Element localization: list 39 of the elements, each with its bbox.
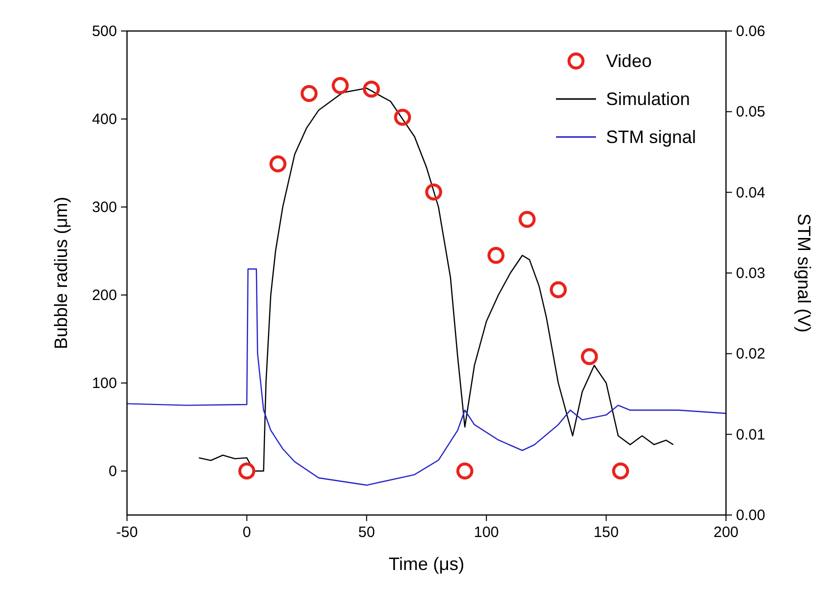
y-tick-label: 0	[108, 463, 117, 480]
point	[487, 246, 504, 264]
point	[550, 281, 567, 298]
x-tick-label: 0	[242, 524, 251, 541]
point	[425, 184, 442, 201]
y2-axis-title: STM signal (V)	[794, 213, 814, 333]
point	[332, 77, 349, 94]
y-tick-label: 200	[92, 287, 117, 304]
legend-label: Simulation	[606, 89, 690, 109]
y-tick-label: 500	[92, 23, 117, 40]
x-tick-label: 100	[474, 524, 499, 541]
legend-label: Video	[606, 51, 652, 71]
x-tick-label: 50	[358, 524, 375, 541]
y2-tick-label: 0.01	[736, 426, 766, 444]
y2-tick-label: 0.05	[736, 104, 766, 121]
y2-tick-label: 0.04	[736, 184, 766, 202]
point	[612, 462, 630, 480]
point	[456, 462, 474, 480]
x-tick-label: 150	[594, 524, 619, 541]
y-tick-label: 100	[92, 375, 117, 392]
point	[362, 80, 380, 98]
point	[238, 462, 256, 480]
y2-tick-label: 0.06	[736, 23, 766, 40]
x-tick-label: -50	[116, 524, 138, 541]
y-axis-title: Bubble radius (μm)	[51, 196, 71, 350]
point	[394, 108, 412, 126]
point	[580, 348, 598, 366]
y2-tick-label: 0.00	[736, 507, 766, 524]
y-tick-label: 300	[92, 199, 117, 216]
point	[269, 155, 286, 172]
y-tick-label: 400	[92, 111, 117, 128]
y2-tick-label: 0.02	[736, 346, 766, 363]
line-series	[127, 268, 726, 486]
x-axis-title: Time (μs)	[388, 554, 464, 574]
point	[300, 84, 318, 102]
x-tick-label: 200	[713, 524, 739, 541]
legend-label: STM signal	[606, 127, 696, 147]
point	[518, 210, 536, 228]
y2-tick-label: 0.03	[736, 265, 766, 282]
